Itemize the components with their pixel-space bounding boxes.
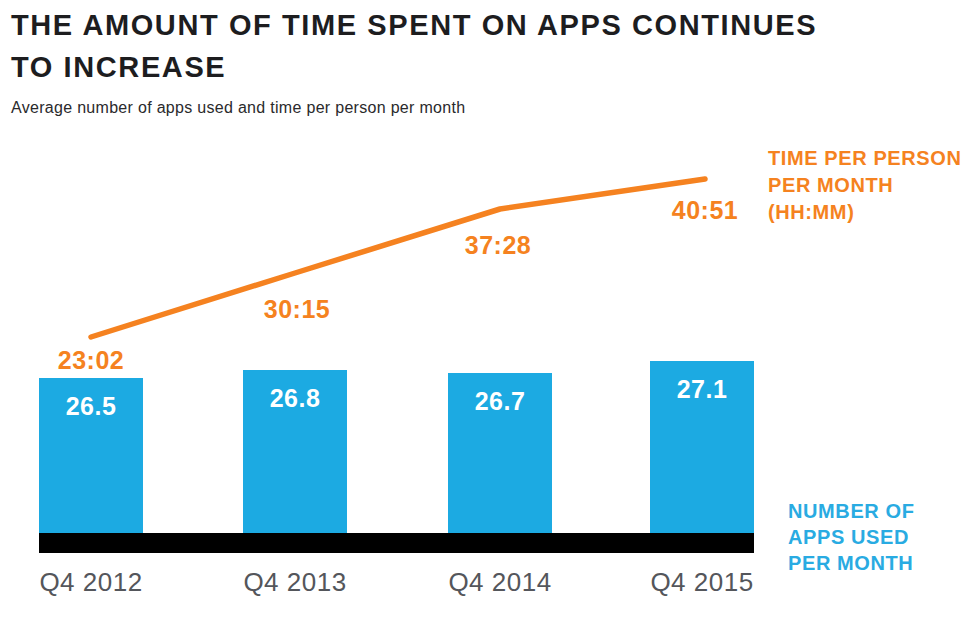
trend-line [91,179,705,337]
bar-value-label: 27.1 [650,375,754,404]
category-label: Q4 2015 [650,567,753,598]
legend-time-per-person: TIME PER PERSON PER MONTH (HH:MM) [768,145,961,226]
category-label: Q4 2012 [39,567,142,598]
time-value-label: 30:15 [264,295,330,324]
legend-time-line-3: (HH:MM) [768,199,961,226]
bar-value-label: 26.8 [243,384,347,413]
bar: 27.1 [650,361,754,533]
legend-apps-line-2: APPS USED [788,524,915,550]
bar-value-label: 26.7 [448,387,552,416]
chart-plot-area: 26.5 26.8 26.7 27.1 23:02 30:15 37:28 40:51 Q4… [0,0,968,620]
category-label: Q4 2014 [448,567,551,598]
bar: 26.7 [448,373,552,533]
time-value-label: 40:51 [672,196,738,225]
legend-time-line-2: PER MONTH [768,172,961,199]
time-value-label: 37:28 [465,231,531,260]
legend-time-line-1: TIME PER PERSON [768,145,961,172]
time-value-label: 23:02 [58,346,124,375]
legend-apps-line-3: PER MONTH [788,550,915,576]
x-axis-bar [39,533,754,553]
legend-apps-used: NUMBER OF APPS USED PER MONTH [788,498,915,576]
infographic-chart: THE AMOUNT OF TIME SPENT ON APPS CONTINU… [0,0,968,620]
bar: 26.5 [39,378,143,533]
category-label: Q4 2013 [243,567,346,598]
bar-value-label: 26.5 [39,392,143,421]
legend-apps-line-1: NUMBER OF [788,498,915,524]
bar: 26.8 [243,370,347,533]
